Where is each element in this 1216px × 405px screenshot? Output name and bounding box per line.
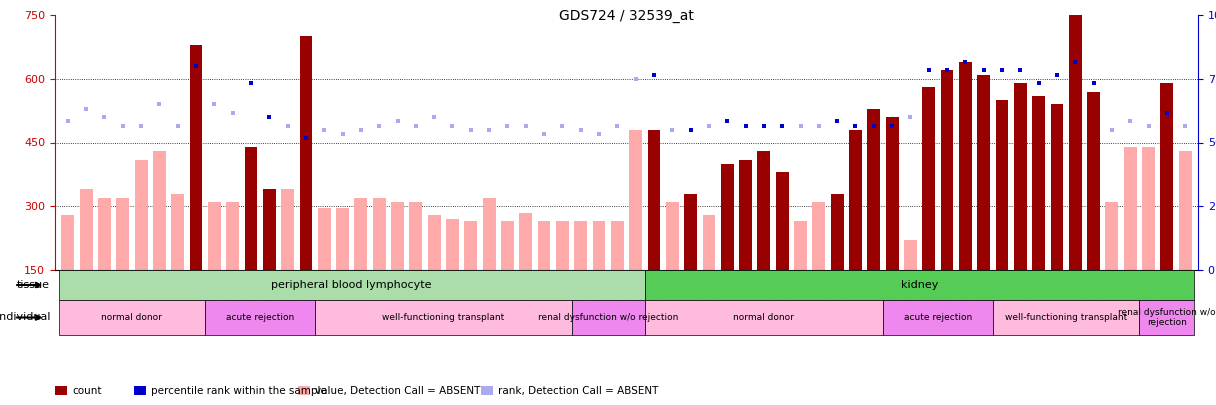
Bar [373, 198, 385, 270]
Bar [410, 202, 422, 270]
Bar [208, 202, 221, 270]
Bar [685, 194, 697, 270]
Bar [996, 100, 1008, 270]
Text: acute rejection: acute rejection [226, 313, 294, 322]
Bar [849, 130, 862, 270]
Bar [703, 215, 715, 270]
Bar [831, 194, 844, 270]
Bar [903, 240, 917, 270]
Bar [666, 202, 679, 270]
Bar [519, 213, 533, 270]
Bar [501, 221, 514, 270]
Bar [758, 151, 770, 270]
Bar [1014, 83, 1026, 270]
Bar [244, 147, 258, 270]
Bar [556, 221, 569, 270]
Bar [1051, 104, 1063, 270]
Bar [1160, 83, 1173, 270]
Bar [317, 209, 331, 270]
Text: rank, Detection Call = ABSENT: rank, Detection Call = ABSENT [497, 386, 658, 396]
Text: percentile rank within the sample: percentile rank within the sample [151, 386, 327, 396]
Text: GDS724 / 32539_at: GDS724 / 32539_at [559, 9, 694, 23]
Bar [867, 109, 880, 270]
Bar [739, 160, 751, 270]
Bar [336, 209, 349, 270]
Text: renal dysfunction w/o rejection: renal dysfunction w/o rejection [537, 313, 679, 322]
Bar [648, 130, 660, 270]
Bar [629, 130, 642, 270]
Bar [1069, 11, 1082, 270]
Bar [922, 87, 935, 270]
Text: renal dysfunction w/o
rejection: renal dysfunction w/o rejection [1118, 308, 1216, 327]
Bar [226, 202, 240, 270]
Bar [812, 202, 826, 270]
Text: value, Detection Call = ABSENT: value, Detection Call = ABSENT [315, 386, 480, 396]
Bar [959, 62, 972, 270]
Bar [80, 189, 92, 270]
Bar [190, 45, 202, 270]
Bar [171, 194, 184, 270]
Bar [978, 75, 990, 270]
Bar [574, 221, 587, 270]
Bar [1178, 151, 1192, 270]
Bar [610, 221, 624, 270]
Bar [537, 221, 551, 270]
Bar [794, 221, 807, 270]
Text: count: count [72, 386, 101, 396]
Bar [392, 202, 404, 270]
Bar [465, 221, 477, 270]
Bar [1087, 92, 1100, 270]
Bar [135, 160, 147, 270]
Bar [1124, 147, 1137, 270]
Text: normal donor: normal donor [733, 313, 794, 322]
Text: acute rejection: acute rejection [903, 313, 972, 322]
Bar [299, 36, 313, 270]
Bar [117, 198, 129, 270]
Text: individual: individual [0, 313, 50, 322]
Bar [721, 164, 733, 270]
Bar [885, 117, 899, 270]
Bar [446, 219, 458, 270]
Bar [1105, 202, 1119, 270]
Text: kidney: kidney [901, 280, 939, 290]
Bar [62, 215, 74, 270]
Bar [98, 198, 111, 270]
Bar [263, 189, 276, 270]
Bar [428, 215, 440, 270]
Bar [281, 189, 294, 270]
Bar [776, 172, 789, 270]
Text: well-functioning transplant: well-functioning transplant [1004, 313, 1127, 322]
Bar [1032, 96, 1045, 270]
Bar [355, 198, 367, 270]
Text: tissue: tissue [17, 280, 50, 290]
Text: peripheral blood lymphocyte: peripheral blood lymphocyte [271, 280, 432, 290]
Bar [153, 151, 165, 270]
Bar [1142, 147, 1155, 270]
Bar [592, 221, 606, 270]
Text: normal donor: normal donor [101, 313, 163, 322]
Bar [483, 198, 496, 270]
Bar [941, 70, 953, 270]
Text: well-functioning transplant: well-functioning transplant [382, 313, 505, 322]
